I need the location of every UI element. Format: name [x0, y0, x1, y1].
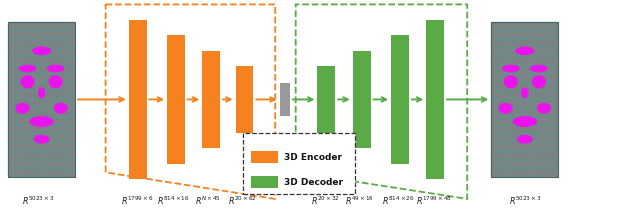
Bar	[251, 176, 278, 188]
Text: $R^{814\times16}$: $R^{814\times16}$	[157, 195, 189, 207]
Bar	[317, 66, 335, 133]
Ellipse shape	[515, 46, 534, 55]
Bar	[251, 151, 278, 164]
Bar	[129, 20, 147, 179]
Bar	[167, 35, 185, 164]
Ellipse shape	[54, 103, 68, 114]
Bar	[236, 66, 253, 133]
Bar	[492, 22, 558, 177]
Ellipse shape	[15, 103, 29, 114]
Ellipse shape	[38, 87, 45, 98]
Ellipse shape	[502, 65, 520, 72]
Ellipse shape	[532, 75, 546, 88]
Text: $R^{5023\times3}$: $R^{5023\times3}$	[22, 195, 54, 207]
Ellipse shape	[47, 65, 65, 72]
Ellipse shape	[20, 75, 35, 88]
Bar	[426, 20, 444, 179]
Ellipse shape	[29, 116, 54, 127]
Text: $R^{1799\times48}$: $R^{1799\times48}$	[416, 195, 452, 207]
Bar	[391, 35, 409, 164]
Text: $R^{1799\times6}$: $R^{1799\times6}$	[122, 195, 154, 207]
Ellipse shape	[32, 46, 51, 55]
Bar	[8, 22, 76, 177]
Bar	[353, 51, 371, 148]
Text: $R^{5023\times3}$: $R^{5023\times3}$	[509, 195, 541, 207]
Bar	[202, 51, 220, 148]
Text: $R^{N\times45}$: $R^{N\times45}$	[195, 195, 221, 207]
Ellipse shape	[537, 103, 551, 114]
Text: $R^{49\times16}$: $R^{49\times16}$	[345, 195, 374, 207]
Bar	[280, 83, 290, 116]
Ellipse shape	[530, 65, 548, 72]
Text: $R^{20\times62}$: $R^{20\times62}$	[227, 195, 257, 207]
Ellipse shape	[19, 65, 36, 72]
Ellipse shape	[504, 75, 518, 88]
FancyBboxPatch shape	[243, 133, 355, 194]
Ellipse shape	[521, 87, 529, 98]
Ellipse shape	[499, 103, 513, 114]
Text: $R^{20\times32}$: $R^{20\times32}$	[310, 195, 340, 207]
Ellipse shape	[34, 135, 50, 144]
Text: 3D Decoder: 3D Decoder	[284, 178, 343, 187]
Text: $R^{814\times26}$: $R^{814\times26}$	[382, 195, 414, 207]
Ellipse shape	[517, 135, 532, 144]
Ellipse shape	[49, 75, 63, 88]
Text: $R^8$: $R^8$	[278, 144, 290, 156]
Text: 3D Encoder: 3D Encoder	[284, 153, 342, 162]
Ellipse shape	[513, 116, 537, 127]
